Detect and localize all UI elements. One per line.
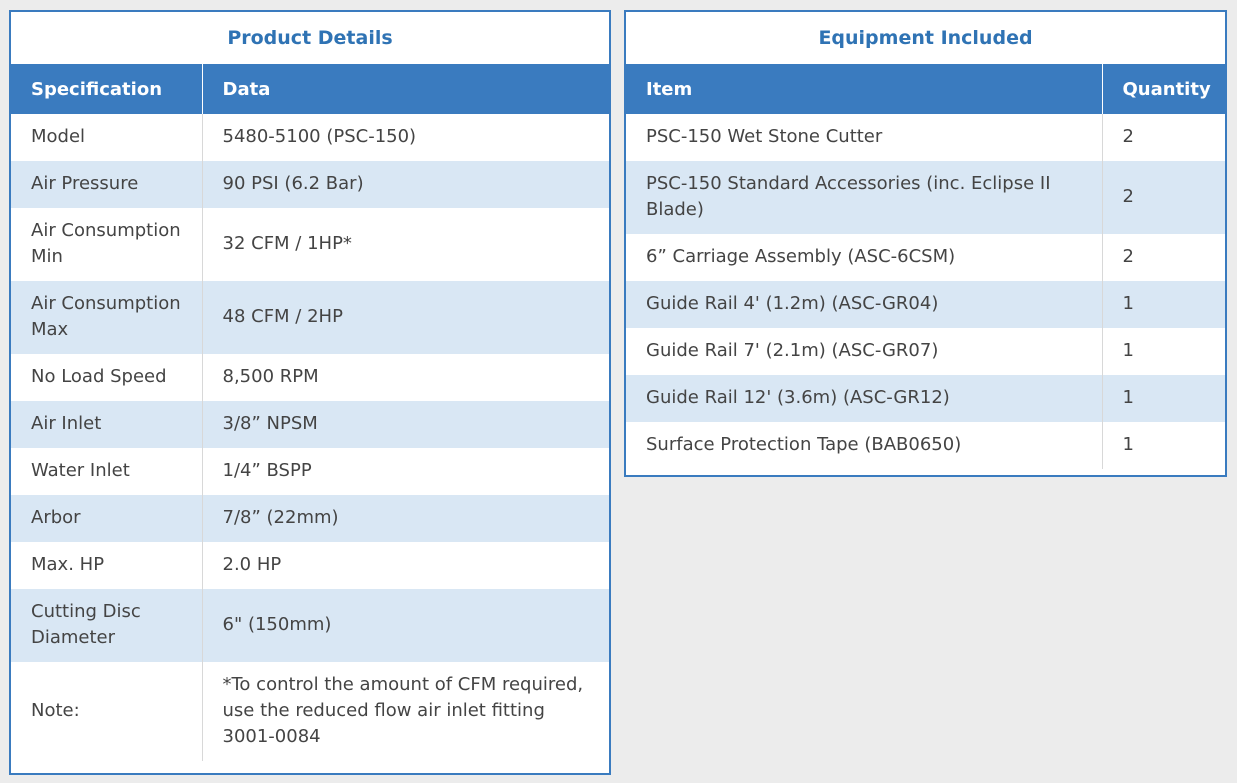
item-cell: Guide Rail 12' (3.6m) (ASC-GR12): [626, 375, 1103, 422]
item-cell: Guide Rail 7' (2.1m) (ASC-GR07): [626, 328, 1103, 375]
data-cell: 3/8” NPSM: [202, 401, 609, 448]
data-cell: 2.0 HP: [202, 542, 609, 589]
table-row: Air Pressure 90 PSI (6.2 Bar): [11, 161, 609, 208]
table-row: Air Consumption Min 32 CFM / 1HP*: [11, 208, 609, 281]
specification-cell: Max. HP: [11, 542, 203, 589]
table-row: PSC-150 Standard Accessories (inc. Eclip…: [626, 161, 1225, 234]
specification-cell: No Load Speed: [11, 354, 203, 401]
item-cell: PSC-150 Standard Accessories (inc. Eclip…: [626, 161, 1103, 234]
quantity-cell: 1: [1102, 281, 1225, 328]
table-row: Air Consumption Max 48 CFM / 2HP: [11, 281, 609, 354]
table-row: Air Inlet 3/8” NPSM: [11, 401, 609, 448]
quantity-cell: 2: [1102, 114, 1225, 161]
table-row: Note: *To control the amount of CFM requi…: [11, 662, 609, 761]
table-row: PSC-150 Wet Stone Cutter 2: [626, 114, 1225, 161]
table-row: Guide Rail 12' (3.6m) (ASC-GR12) 1: [626, 375, 1225, 422]
data-cell: 5480-5100 (PSC-150): [202, 114, 609, 161]
column-header-data: Data: [202, 64, 609, 114]
quantity-cell: 2: [1102, 161, 1225, 234]
specification-cell: Air Inlet: [11, 401, 203, 448]
data-cell: *To control the amount of CFM required, …: [202, 662, 609, 761]
specification-cell: Air Pressure: [11, 161, 203, 208]
column-header-quantity: Quantity: [1102, 64, 1225, 114]
specification-cell: Air Consumption Max: [11, 281, 203, 354]
product-details-title: Product Details: [227, 27, 393, 49]
equipment-included-table: Item Quantity PSC-150 Wet Stone Cutter 2 P…: [626, 64, 1225, 469]
specification-cell: Air Consumption Min: [11, 208, 203, 281]
specification-cell: Arbor: [11, 495, 203, 542]
quantity-cell: 1: [1102, 375, 1225, 422]
table-row: No Load Speed 8,500 RPM: [11, 354, 609, 401]
table-row: Model 5480-5100 (PSC-150): [11, 114, 609, 161]
column-header-specification: Specification: [11, 64, 203, 114]
item-cell: Guide Rail 4' (1.2m) (ASC-GR04): [626, 281, 1103, 328]
table-row: 6” Carriage Assembly (ASC-6CSM) 2: [626, 234, 1225, 281]
data-cell: 8,500 RPM: [202, 354, 609, 401]
item-cell: 6” Carriage Assembly (ASC-6CSM): [626, 234, 1103, 281]
data-cell: 32 CFM / 1HP*: [202, 208, 609, 281]
table-row: Arbor 7/8” (22mm): [11, 495, 609, 542]
item-cell: PSC-150 Wet Stone Cutter: [626, 114, 1103, 161]
quantity-cell: 1: [1102, 422, 1225, 469]
equipment-included-title: Equipment Included: [818, 27, 1033, 49]
data-cell: 1/4” BSPP: [202, 448, 609, 495]
table-row: Surface Protection Tape (BAB0650) 1: [626, 422, 1225, 469]
table-row: Guide Rail 4' (1.2m) (ASC-GR04) 1: [626, 281, 1225, 328]
data-cell: 6" (150mm): [202, 589, 609, 662]
quantity-cell: 2: [1102, 234, 1225, 281]
specification-cell: Cutting Disc Diameter: [11, 589, 203, 662]
table-row: Water Inlet 1/4” BSPP: [11, 448, 609, 495]
item-cell: Surface Protection Tape (BAB0650): [626, 422, 1103, 469]
product-details-table: Specification Data Model 5480-5100 (PSC-1…: [11, 64, 609, 761]
equipment-included-panel: Equipment Included Item Quantity PSC-150…: [624, 10, 1227, 477]
table-row: Guide Rail 7' (2.1m) (ASC-GR07) 1: [626, 328, 1225, 375]
table-header-row: Item Quantity: [626, 64, 1225, 114]
data-cell: 7/8” (22mm): [202, 495, 609, 542]
table-header-row: Specification Data: [11, 64, 609, 114]
table-row: Max. HP 2.0 HP: [11, 542, 609, 589]
specification-cell: Note:: [11, 662, 203, 761]
specification-cell: Model: [11, 114, 203, 161]
data-cell: 48 CFM / 2HP: [202, 281, 609, 354]
quantity-cell: 1: [1102, 328, 1225, 375]
specification-cell: Water Inlet: [11, 448, 203, 495]
table-row: Cutting Disc Diameter 6" (150mm): [11, 589, 609, 662]
product-details-panel: Product Details Specification Data Model…: [9, 10, 611, 775]
column-header-item: Item: [626, 64, 1103, 114]
data-cell: 90 PSI (6.2 Bar): [202, 161, 609, 208]
